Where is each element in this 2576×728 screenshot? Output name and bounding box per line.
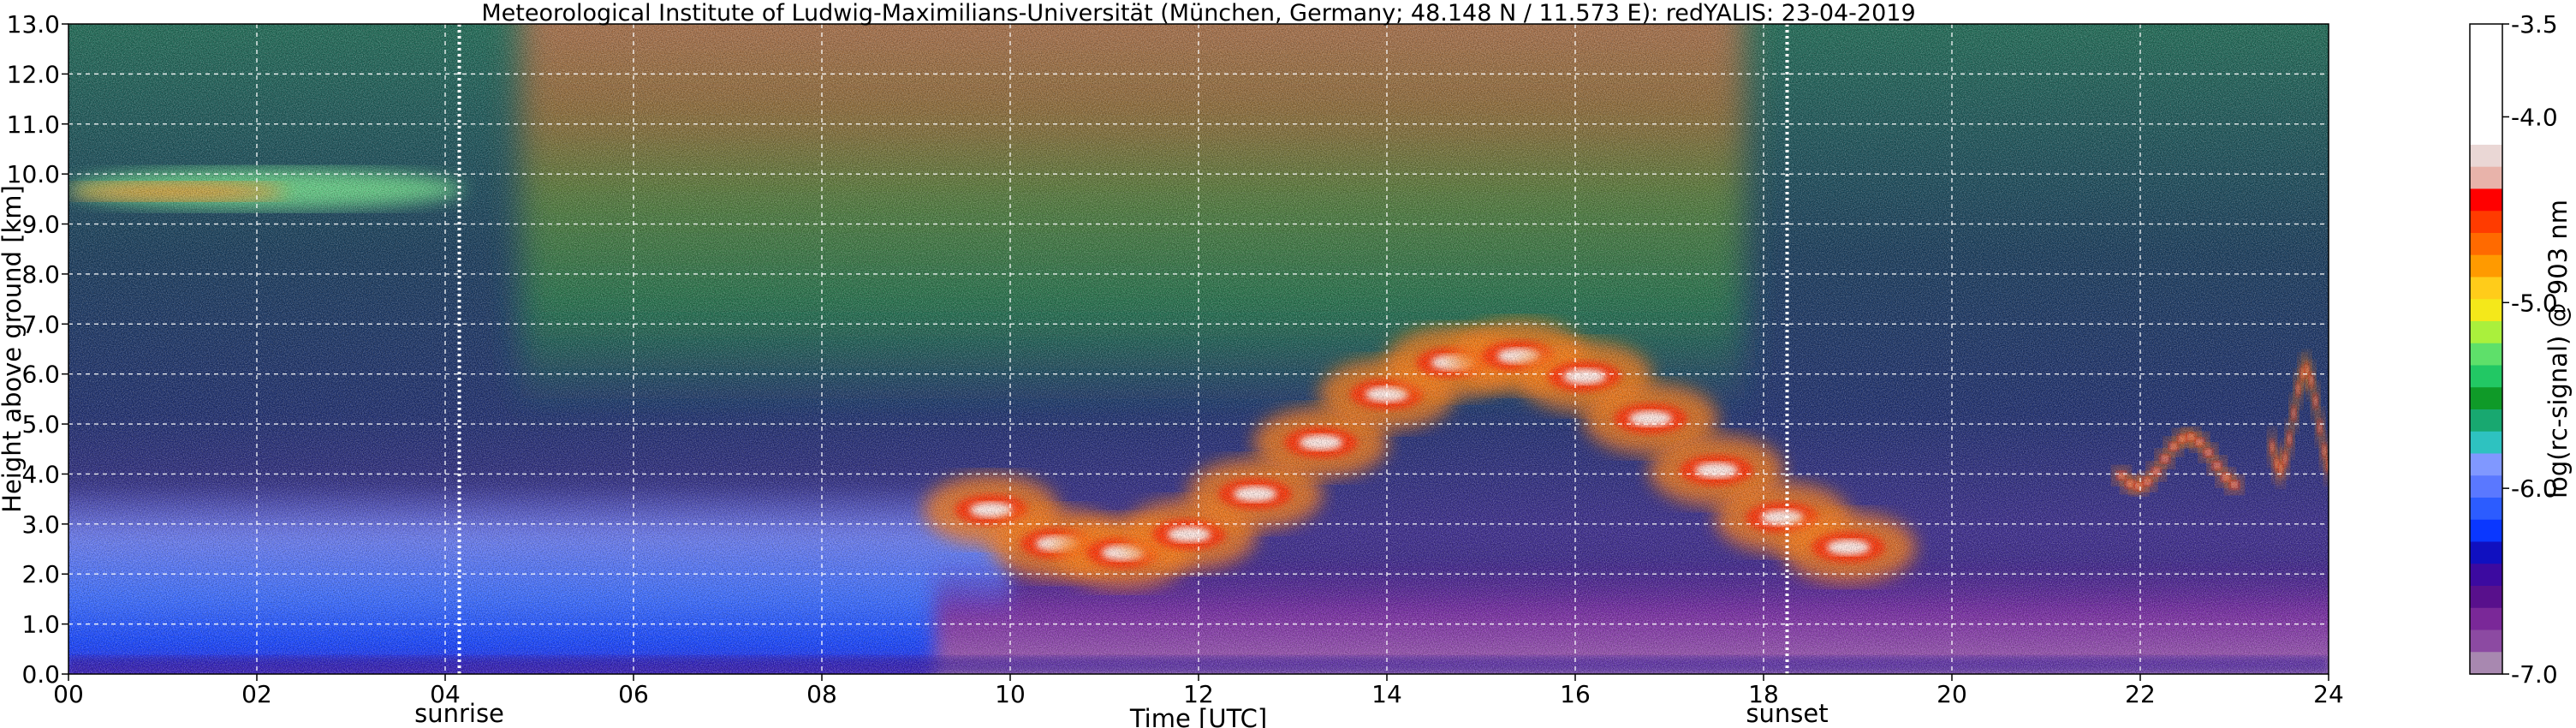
colorbar-segment: [2470, 254, 2502, 278]
sun-marker-label: sunset: [1746, 699, 1828, 728]
colorbar-segment: [2470, 211, 2502, 234]
colorbar-segment: [2470, 564, 2502, 587]
colorbar-tick-label: -7.0: [2511, 660, 2558, 689]
colorbar: -3.5 -4.0 -5.0 -6.0 -7.0: [2469, 10, 2558, 689]
colorbar-segment: [2470, 343, 2502, 367]
colorbar-tick-label: -5.0: [2511, 289, 2558, 317]
colorbar-segment: [2470, 24, 2502, 145]
colorbar-segment: [2470, 144, 2502, 168]
y-axis-label: Height above ground [km]: [0, 185, 27, 513]
colorbar-segment: [2470, 585, 2502, 609]
colorbar-segment: [2470, 277, 2502, 300]
x-axis-label: Time [UTC]: [1129, 704, 1267, 728]
sun-marker-labels: sunrise sunset: [414, 699, 1829, 728]
x-tick-label: 06: [618, 680, 649, 708]
colorbar-segment: [2470, 652, 2502, 675]
y-tick-label: 0.0: [21, 660, 60, 689]
y-tick-label: 4.0: [21, 460, 60, 488]
y-tick-label: 10.0: [7, 160, 60, 188]
y-tick-label: 5.0: [21, 410, 60, 439]
x-tick-label: 10: [995, 680, 1026, 708]
axes: 00 02 04 06 08 10 12 14 16 18 20 22 24 0.0 1.0 2.0 3.0 4.…: [7, 10, 2344, 708]
x-tick-label: 14: [1371, 680, 1402, 708]
y-tick-label: 12.0: [7, 60, 60, 88]
colorbar-segment: [2470, 519, 2502, 543]
colorbar-segment: [2470, 431, 2502, 455]
colorbar-tick-label: -6.0: [2511, 474, 2558, 503]
x-tick-label: 20: [1936, 680, 1967, 708]
y-tick-label: 11.0: [7, 110, 60, 139]
colorbar-segment: [2470, 453, 2502, 476]
x-tick-label: 12: [1183, 680, 1214, 708]
colorbar-segment: [2470, 232, 2502, 256]
x-tick-label: 08: [806, 680, 837, 708]
colorbar-segment: [2470, 299, 2502, 322]
x-tick-label: 24: [2313, 680, 2344, 708]
sun-markers: [457, 24, 1789, 674]
colorbar-tick-label: -4.0: [2511, 103, 2558, 131]
colorbar-segment: [2470, 387, 2502, 410]
colorbar-segment: [2470, 475, 2502, 498]
x-tick-label: 04: [430, 680, 461, 708]
y-tick-label: 2.0: [21, 560, 60, 588]
y-tick-label: 6.0: [21, 361, 60, 389]
x-tick-label: 16: [1560, 680, 1591, 708]
x-tick-label: 18: [1748, 680, 1779, 708]
y-tick-label: 1.0: [21, 611, 60, 639]
x-tick-label: 22: [2125, 680, 2156, 708]
chart-title: Meteorological Institute of Ludwig-Maxim…: [481, 0, 1915, 27]
colorbar-segment: [2470, 630, 2502, 653]
grid: [68, 24, 2329, 674]
colorbar-segment: [2470, 409, 2502, 433]
x-tick-label: 00: [53, 680, 84, 708]
plot-area: [68, 24, 2329, 674]
colorbar-segment: [2470, 188, 2502, 212]
colorbar-tick-label: -3.5: [2511, 10, 2558, 39]
colorbar-segment: [2470, 166, 2502, 190]
sun-marker-label: sunrise: [414, 699, 504, 728]
x-tick-label: 02: [241, 680, 272, 708]
y-tick-label: 9.0: [21, 211, 60, 239]
colorbar-frame: [2469, 23, 2503, 675]
y-tick-label: 13.0: [7, 10, 60, 39]
colorbar-label: log(rc-signal) @ 903 nm: [2543, 200, 2573, 498]
y-tick-label: 8.0: [21, 260, 60, 289]
colorbar-segment: [2470, 607, 2502, 631]
colorbar-segment: [2470, 497, 2502, 521]
colorbar-segment: [2470, 541, 2502, 564]
y-tick-label: 7.0: [21, 310, 60, 338]
colorbar-segment: [2470, 365, 2502, 388]
colorbar-segment: [2470, 320, 2502, 344]
y-tick-label: 3.0: [21, 510, 60, 539]
